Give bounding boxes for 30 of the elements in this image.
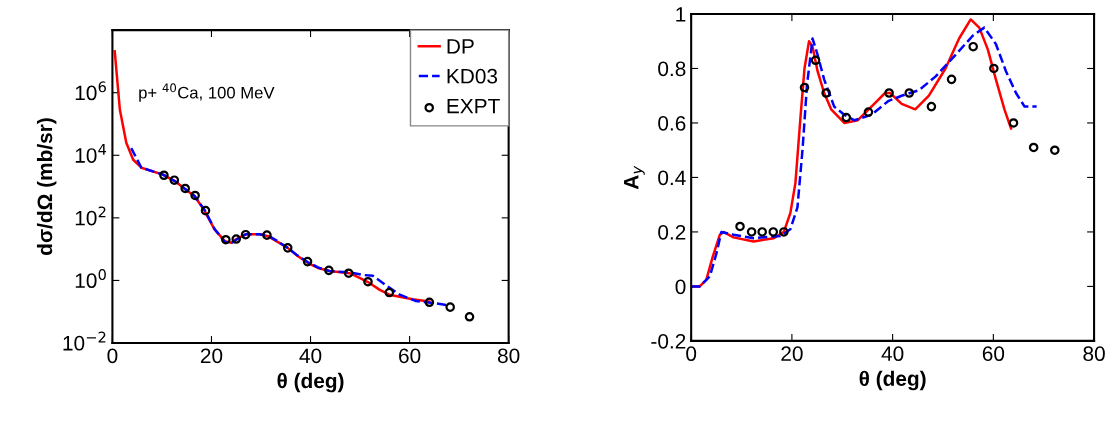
- y-tick-label: 0: [675, 279, 686, 295]
- legend-label: KD03: [447, 68, 498, 84]
- x-tick-label: 40: [299, 348, 322, 364]
- y-tick-label: -0.2: [651, 333, 686, 349]
- y-tick-label: 1: [676, 7, 686, 22]
- y-tick-label: 10$^{4}$: [75, 144, 107, 163]
- legend-label: DP: [447, 39, 474, 54]
- y-tick-label: 10$^{−2}$: [63, 331, 106, 351]
- x-axis-title: θ (deg): [859, 370, 926, 391]
- y-axis-title: dσ/dΩ (mb/sr): [36, 118, 57, 255]
- x-tick-label: 40: [881, 346, 904, 362]
- y-tick-label: 10$^{0}$: [75, 269, 106, 289]
- x-tick-label: 80: [497, 348, 520, 364]
- y-tick-label: 0.4: [658, 170, 686, 186]
- y-tick-label: 0.2: [658, 224, 686, 240]
- x-tick-label: 60: [982, 346, 1005, 362]
- annotation: p+ $^{40}$Ca, 100 MeV: [139, 83, 275, 102]
- y-tick-label: 10$^{6}$: [75, 81, 106, 101]
- x-tick-label: 60: [399, 348, 421, 364]
- x-tick-label: 20: [200, 348, 223, 364]
- y-tick-label: 0.6: [658, 115, 686, 131]
- x-tick-label: 0: [107, 348, 118, 364]
- x-axis-title: θ (deg): [277, 372, 344, 393]
- y-tick-label: 0.8: [658, 61, 686, 77]
- y-tick-label: 10$^{2}$: [75, 206, 106, 226]
- x-tick-label: 20: [781, 346, 803, 362]
- x-tick-label: 80: [1083, 346, 1105, 362]
- x-tick-label: 0: [686, 346, 697, 362]
- legend-label: EXPT: [447, 98, 500, 114]
- y-axis-title: A$_{y}$: [624, 165, 645, 190]
